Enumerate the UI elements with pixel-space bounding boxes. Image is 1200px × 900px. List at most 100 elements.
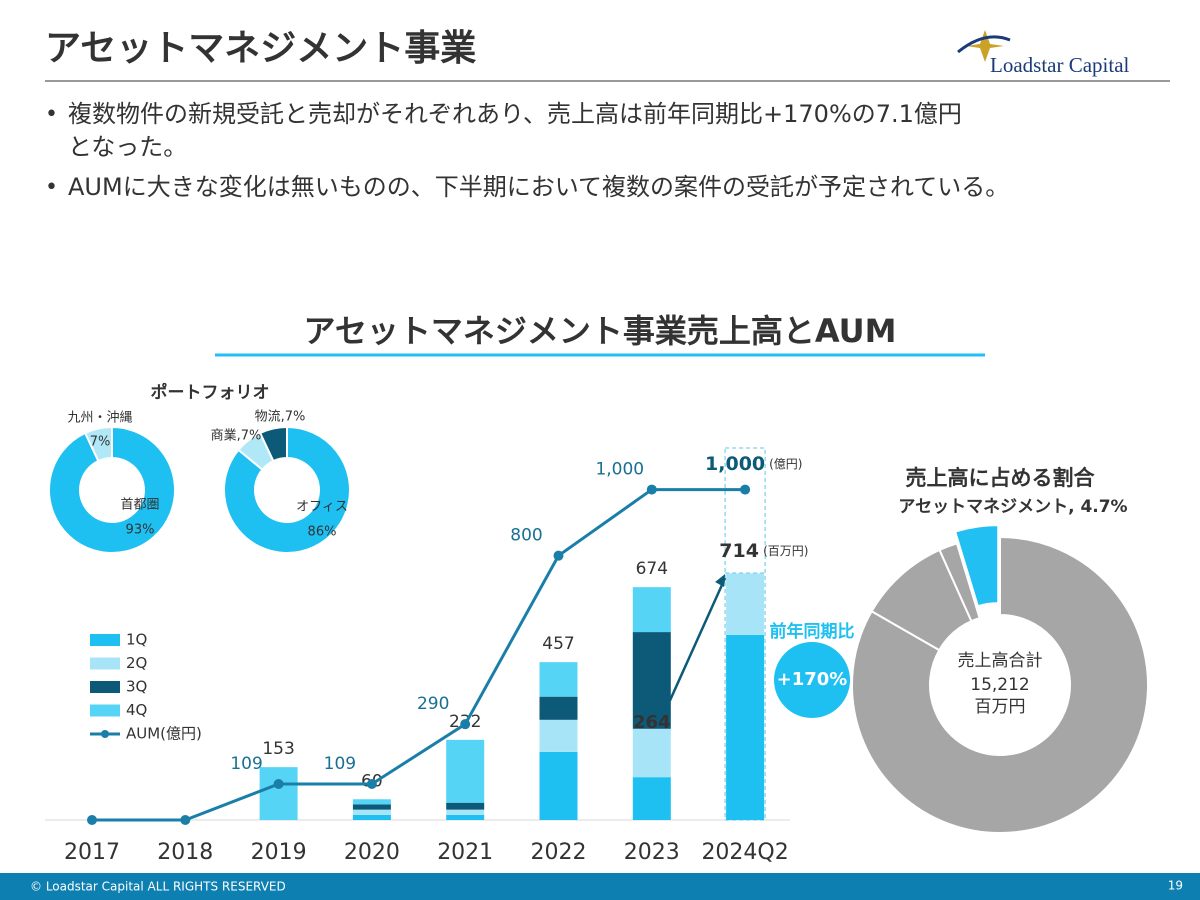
- page-number: 19: [1168, 879, 1183, 893]
- aum-line: [92, 488, 746, 822]
- slice-label: オフィス: [296, 500, 348, 515]
- total-label: 674: [636, 559, 668, 579]
- aum-label: 109: [230, 754, 262, 774]
- donut-slice: [953, 524, 1000, 608]
- bar-segment: [446, 814, 485, 820]
- arrow-head: [715, 574, 726, 587]
- donut-slice: [223, 425, 351, 554]
- bullet-dot: •: [45, 175, 58, 200]
- bar-segment: [539, 751, 578, 820]
- half-year-label: 264: [633, 712, 671, 733]
- bar-segment: [726, 573, 765, 635]
- bar-segment: [539, 719, 578, 752]
- donut-title: 売上高に占める割合: [906, 466, 1096, 490]
- bar-segment: [632, 777, 671, 820]
- copyright: © Loadstar Capital ALL RIGHTS RESERVED: [30, 880, 286, 894]
- slice-value: 商業,7%: [211, 428, 262, 444]
- bar-segment: [539, 662, 578, 697]
- unit-label: (百万円): [763, 544, 808, 558]
- bullet-dot: •: [45, 102, 58, 127]
- yoy-badge: [774, 642, 850, 718]
- x-tick-label: 2017: [64, 840, 120, 865]
- highlight-box: [724, 447, 766, 821]
- legend-swatch: [90, 681, 120, 693]
- yoy-title: 前年同期比: [770, 621, 855, 642]
- center-total: 15,212: [970, 675, 1029, 695]
- slice-label: 九州・沖縄: [67, 411, 132, 426]
- logo-swoosh: [957, 35, 1011, 54]
- bar-segment: [352, 814, 391, 820]
- slice-value: 93%: [126, 523, 155, 538]
- x-tick-label: 2021: [437, 840, 493, 865]
- center-title: 売上高合計: [958, 651, 1043, 671]
- aum-point: [180, 815, 191, 825]
- x-tick-label: 2022: [531, 840, 587, 865]
- logo: Loadstar Capital: [957, 30, 1130, 77]
- aum-point: [460, 719, 471, 730]
- aum-point: [553, 550, 564, 561]
- legend-label: 1Q: [126, 631, 147, 649]
- bullet-text: 複数物件の新規受託と売却がそれぞれあり、売上高は前年同期比+170%の7.1億円: [68, 100, 962, 128]
- legend-swatch: [90, 657, 120, 670]
- donut-slice: [48, 425, 176, 554]
- aum-point: [366, 778, 377, 789]
- bar-segment: [632, 587, 671, 633]
- x-tick-label: 2018: [157, 840, 213, 865]
- x-tick-label: 2019: [251, 840, 307, 865]
- slide-title: アセットマネジメント事業: [45, 28, 476, 69]
- legend-label: 2Q: [126, 654, 147, 672]
- slice-label: アセットマネジメント, 4.7%: [898, 497, 1127, 517]
- legend-dot: [101, 730, 109, 738]
- bullet-text: となった。: [68, 133, 187, 161]
- bar-segment: [259, 767, 298, 820]
- logo-text: Loadstar Capital: [990, 53, 1130, 77]
- total-label: 457: [542, 634, 574, 654]
- bar-segment: [632, 728, 671, 778]
- slice-value: 物流,7%: [255, 410, 306, 425]
- bar-segment: [352, 799, 391, 805]
- slice-label: 首都圏: [120, 498, 159, 513]
- aum-point: [273, 778, 284, 789]
- aum-point: [646, 484, 657, 495]
- bar-segment: [352, 809, 391, 815]
- bar-segment: [446, 739, 485, 803]
- donut-slice: [83, 425, 113, 463]
- aum-label: 290: [417, 694, 449, 714]
- legend-swatch: [90, 634, 120, 646]
- yoy-value: +170%: [777, 669, 848, 690]
- growth-arrow: [668, 577, 727, 702]
- legend-swatch: [90, 704, 120, 717]
- aum-point: [87, 815, 97, 825]
- donut-title: ポートフォリオ: [151, 382, 270, 403]
- bar-segment: [446, 809, 485, 815]
- total-label: 153: [262, 739, 294, 759]
- aum-label: 800: [510, 526, 542, 546]
- legend-label: 4Q: [126, 701, 147, 719]
- aum-label: 109: [324, 754, 356, 774]
- bar-segment: [446, 802, 485, 810]
- x-tick-label: 2023: [624, 840, 680, 865]
- aum-label: 1,000: [595, 460, 644, 480]
- slice-value: 7%: [90, 435, 111, 450]
- x-tick-label: 2020: [344, 840, 400, 865]
- logo-star: [966, 30, 1004, 62]
- bullet-text: AUMに大きな変化は無いものの、下半期において複数の案件の受託が予定されている。: [68, 173, 1009, 201]
- donut-slice: [938, 542, 981, 623]
- bar-segment: [632, 632, 671, 729]
- donut-slice: [851, 535, 1149, 834]
- bar-segment: [352, 804, 391, 810]
- center-unit: 百万円: [975, 697, 1026, 717]
- footer-bar: [0, 873, 1200, 900]
- section-title: アセットマネジメント事業売上高とAUM: [304, 312, 897, 350]
- legend-label: 3Q: [126, 678, 147, 696]
- x-tick-label: 2024Q2: [701, 840, 788, 865]
- bar-segment: [539, 696, 578, 720]
- unit-label: (億円): [769, 457, 802, 471]
- slice-value: 86%: [308, 525, 337, 540]
- aum-point: [740, 484, 751, 495]
- donut-slice: [258, 425, 288, 463]
- aum-label: 1,000: [705, 453, 765, 475]
- total-label: 714: [719, 540, 759, 562]
- bar-segment: [726, 634, 765, 820]
